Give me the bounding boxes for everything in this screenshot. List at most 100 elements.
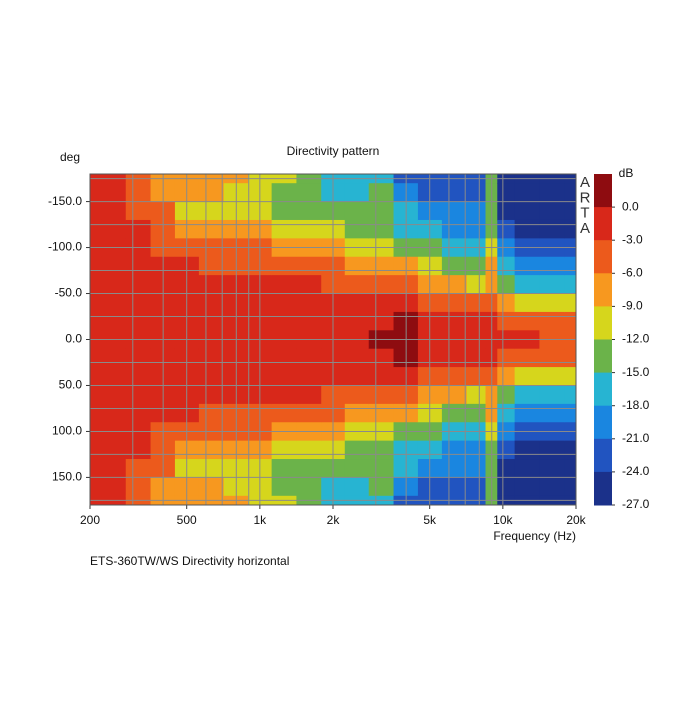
contour-cell: [539, 403, 565, 423]
contour-cell: [497, 183, 516, 203]
contour-cell: [368, 311, 395, 331]
watermark-letter: T: [580, 205, 589, 222]
colorbar-band: [594, 405, 612, 440]
contour-cell: [198, 385, 225, 405]
contour-cell: [296, 440, 322, 460]
contour-cell: [125, 348, 152, 368]
contour-cell: [296, 275, 322, 295]
contour-cell: [441, 367, 468, 386]
contour-cell: [497, 477, 516, 497]
contour-cell: [90, 459, 103, 478]
contour-cell: [564, 311, 577, 331]
contour-cell: [514, 256, 540, 276]
colorbar-band: [594, 438, 612, 473]
contour-cell: [466, 440, 487, 460]
contour-cell: [564, 293, 577, 313]
contour-cell: [344, 403, 370, 423]
contour-cell: [368, 403, 395, 423]
colorbar-band: [594, 240, 612, 274]
colorbar-band: [594, 306, 612, 340]
contour-cell: [90, 440, 103, 460]
colorbar-tick-label: -9.0: [622, 299, 643, 313]
contour-cell: [368, 219, 395, 239]
contour-cell: [466, 348, 487, 368]
contour-cell: [466, 403, 487, 423]
contour-cell: [101, 275, 127, 295]
contour-cell: [368, 440, 395, 460]
colorbar-band: [594, 207, 612, 241]
x-tick-label: 2k: [327, 513, 341, 527]
contour-cell: [441, 311, 468, 331]
contour-cell: [271, 311, 297, 331]
x-tick-label: 5k: [423, 513, 437, 527]
contour-cell: [514, 311, 540, 331]
contour-cell: [497, 403, 516, 423]
contour-cell: [539, 477, 565, 497]
contour-cell: [296, 256, 322, 276]
contour-cell: [441, 256, 468, 276]
contour-cell: [198, 403, 225, 423]
contour-cell: [497, 256, 516, 276]
contour-cell: [344, 459, 370, 478]
contour-cell: [564, 183, 577, 203]
contour-cell: [125, 459, 152, 478]
colorbar-tick-label: -15.0: [622, 365, 650, 379]
y-axis-label: deg: [60, 150, 80, 164]
contour-cell: [296, 385, 322, 405]
contour-cell: [101, 403, 127, 423]
contour-cell: [514, 201, 540, 221]
contour-cell: [198, 256, 225, 276]
contour-cell: [344, 477, 370, 497]
contour-cell: [441, 385, 468, 405]
contour-cell: [539, 293, 565, 313]
contour-cell: [368, 293, 395, 313]
contour-cell: [101, 219, 127, 239]
contour-cell: [344, 256, 370, 276]
contour-cell: [441, 459, 468, 478]
plot-frame: [89, 173, 577, 506]
colorbar-band: [594, 174, 612, 208]
contour-cell: [271, 256, 297, 276]
contour-cell: [296, 348, 322, 368]
y-tick-label: -150.0: [48, 194, 82, 208]
contour-cell: [441, 275, 468, 295]
contour-cell: [539, 385, 565, 405]
contour-cell: [271, 477, 297, 497]
y-tick-label: -100.0: [48, 240, 82, 254]
watermark-letter: R: [580, 189, 591, 206]
caption: ETS-360TW/WS Directivity horizontal: [90, 554, 289, 568]
contour-cell: [497, 440, 516, 460]
colorbar-tick-label: -24.0: [622, 464, 650, 478]
contour-cell: [125, 440, 152, 460]
contour-cell: [564, 440, 577, 460]
contour-cell: [344, 201, 370, 221]
contour-cell: [539, 459, 565, 478]
contour-cell: [466, 201, 487, 221]
contour-cell: [497, 367, 516, 386]
contour-cell: [368, 385, 395, 405]
contour-cell: [441, 440, 468, 460]
contour-cell: [296, 183, 322, 203]
x-tick-label: 200: [80, 513, 100, 527]
contour-cell: [564, 385, 577, 405]
contour-cell: [344, 385, 370, 405]
colorbar-tick-label: -21.0: [622, 431, 650, 445]
contour-cell: [497, 275, 516, 295]
contour-cell: [539, 219, 565, 239]
contour-cell: [497, 348, 516, 368]
contour-cell: [539, 201, 565, 221]
contour-cell: [466, 293, 487, 313]
x-tick-label: 10k: [493, 513, 513, 527]
contour-cell: [514, 293, 540, 313]
contour-cell: [539, 440, 565, 460]
contour-cell: [514, 403, 540, 423]
contour-cell: [101, 201, 127, 221]
colorbar-tick-label: -27.0: [622, 497, 650, 511]
contour-cell: [271, 403, 297, 423]
contour-cell: [198, 367, 225, 386]
contour-cell: [514, 183, 540, 203]
watermark-letter: A: [580, 220, 590, 237]
contour-cell: [271, 385, 297, 405]
contour-cell: [368, 459, 395, 478]
contour-cell: [90, 311, 103, 331]
